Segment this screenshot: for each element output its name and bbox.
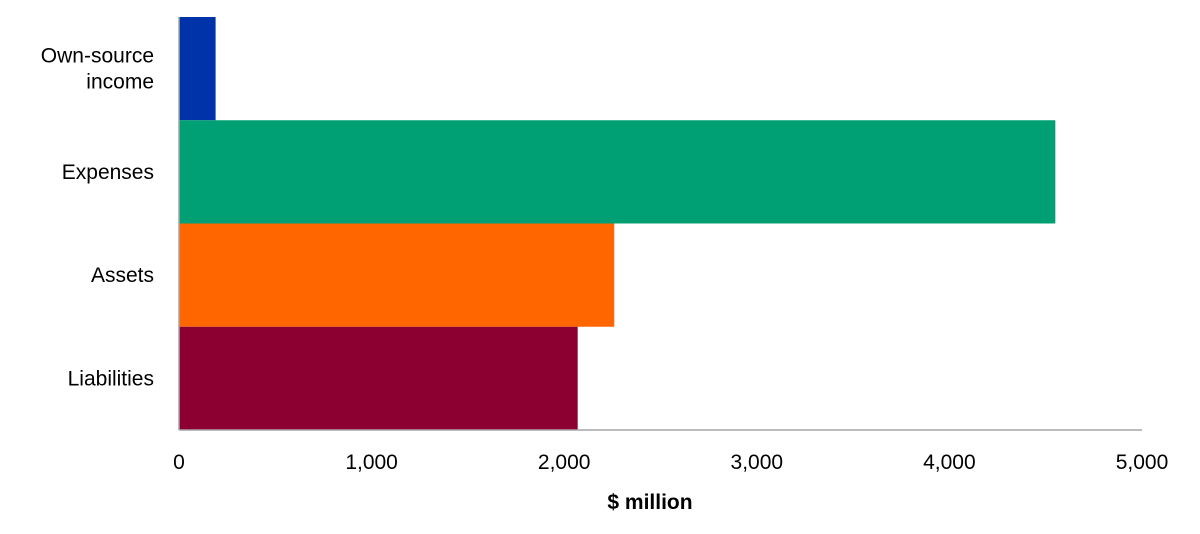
- x-tick-label: 1,000: [345, 451, 398, 474]
- category-label: Liabilities: [68, 367, 154, 390]
- bar: [179, 326, 578, 430]
- x-tick-label: 2,000: [538, 451, 591, 474]
- category-label-line: income: [86, 71, 154, 94]
- category-label-line: Liabilities: [68, 367, 154, 390]
- bar: [179, 223, 615, 327]
- x-tick-label: 4,000: [923, 451, 976, 474]
- bars-group: [179, 17, 1056, 430]
- bar: [179, 120, 1056, 224]
- x-axis-title: $ million: [607, 491, 692, 514]
- category-label-line: Own-source: [41, 45, 154, 68]
- bar: [179, 17, 216, 121]
- x-tick-labels-group: 0 1,000 2,000 3,000 4,000 5,000: [173, 451, 1168, 474]
- category-label-line: Assets: [91, 264, 154, 287]
- x-tick-label: 0: [173, 451, 185, 474]
- category-label: Own-source income: [41, 45, 154, 94]
- x-tick-label: 3,000: [731, 451, 784, 474]
- x-tick-label: 5,000: [1116, 451, 1169, 474]
- category-label: Expenses: [62, 161, 154, 184]
- category-label-line: Expenses: [62, 161, 154, 184]
- category-label: Assets: [91, 264, 154, 287]
- category-labels-group: Own-source income Expenses Assets Liabilitie…: [41, 45, 154, 391]
